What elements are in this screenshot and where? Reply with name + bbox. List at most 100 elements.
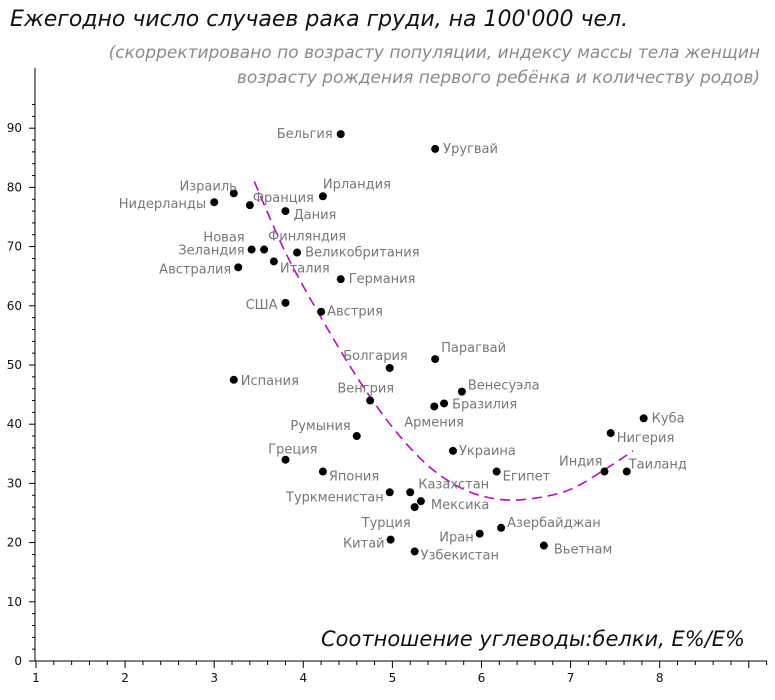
- data-point: [600, 467, 609, 476]
- x-tick-label: 4: [299, 671, 307, 685]
- point-label: Новая Зеландия: [178, 231, 244, 259]
- y-tick-label: 90: [7, 121, 22, 135]
- data-point: [318, 467, 327, 476]
- chart-subtitle-line2: возрасту рождения первого ребёнка и коли…: [237, 68, 760, 88]
- point-label: Казахстан: [418, 477, 489, 492]
- data-point: [431, 144, 440, 153]
- data-point: [606, 429, 615, 438]
- x-axis-label: Соотношение углеводы:белки, E%/E%: [321, 627, 745, 651]
- point-label: Италия: [280, 261, 330, 276]
- data-point: [539, 541, 548, 550]
- data-point: [639, 414, 648, 423]
- point-label: Нидерланды: [119, 197, 207, 212]
- data-point: [318, 192, 327, 201]
- x-tick-label: 7: [567, 671, 575, 685]
- y-tick-label: 80: [7, 180, 22, 194]
- point-label: Бельгия: [277, 127, 333, 142]
- point-label: Уругвай: [443, 142, 498, 157]
- data-point: [269, 257, 278, 266]
- data-point: [431, 355, 440, 364]
- data-point: [281, 298, 290, 307]
- trend-layer: [253, 181, 634, 501]
- data-point: [385, 488, 394, 497]
- point-label: Узбекистан: [421, 548, 499, 563]
- data-point: [336, 275, 345, 284]
- data-point: [336, 130, 345, 139]
- data-point: [410, 503, 419, 512]
- y-tick-label: 20: [7, 536, 22, 550]
- data-point: [497, 523, 506, 532]
- data-point: [440, 399, 449, 408]
- point-label: Франция: [253, 191, 314, 206]
- x-tick-label: 6: [478, 671, 486, 685]
- point-label: Германия: [349, 272, 416, 287]
- y-tick-label: 60: [7, 299, 22, 313]
- point-label: Венесуэла: [468, 379, 540, 394]
- data-point: [293, 248, 302, 257]
- data-point: [457, 387, 466, 396]
- point-label: Таиланд: [628, 458, 687, 473]
- data-point: [385, 363, 394, 372]
- point-label: Финляндия: [268, 230, 346, 245]
- x-tick-label: 1: [32, 671, 40, 685]
- y-tick-label: 30: [7, 476, 22, 490]
- point-label: Румыния: [290, 419, 350, 434]
- x-tick-label: 8: [656, 671, 664, 685]
- point-label: Бразилия: [452, 397, 517, 412]
- data-point: [247, 245, 256, 254]
- point-label: Греция: [268, 443, 317, 458]
- point-label: Австрия: [327, 305, 383, 320]
- data-point: [317, 307, 326, 316]
- data-point: [430, 402, 439, 411]
- data-point: [245, 201, 254, 210]
- point-label: Венгрия: [337, 382, 394, 397]
- y-tick-label: 50: [7, 358, 22, 372]
- point-label: Израиль: [180, 179, 237, 194]
- point-label: Азербайджан: [507, 516, 601, 531]
- point-label: Украина: [459, 444, 516, 459]
- x-tick-label: 3: [210, 671, 218, 685]
- data-point: [229, 189, 238, 198]
- point-label: Испания: [241, 374, 299, 389]
- trend-curve: [253, 181, 634, 501]
- point-label: Китай: [343, 537, 385, 552]
- chart-subtitle-line1: (скорректировано по возрасту популяции, …: [109, 43, 760, 63]
- point-label: Болгария: [343, 349, 408, 364]
- point-label: Турция: [361, 516, 411, 531]
- data-point: [229, 375, 238, 384]
- point-label: Великобритания: [305, 246, 420, 261]
- data-point: [410, 547, 419, 556]
- data-point: [281, 207, 290, 216]
- data-point: [352, 432, 361, 441]
- point-label: Армения: [404, 415, 464, 430]
- data-point: [234, 263, 243, 272]
- chart-title: Ежегодно число случаев рака груди, на 10…: [10, 7, 628, 32]
- point-label: Австралия: [159, 262, 231, 277]
- data-point: [475, 529, 484, 538]
- x-tick-label: 2: [121, 671, 129, 685]
- y-tick-label: 70: [7, 240, 22, 254]
- point-label: Ирландия: [323, 177, 391, 192]
- data-point: [366, 396, 375, 405]
- data-point: [622, 467, 631, 476]
- data-point: [416, 497, 425, 506]
- point-label: Иран: [439, 531, 473, 546]
- data-point: [448, 446, 457, 455]
- point-label: Египет: [503, 470, 551, 485]
- point-label: Япония: [329, 470, 379, 485]
- y-tick-label: 40: [7, 417, 22, 431]
- point-label: США: [246, 298, 278, 313]
- point-label: Вьетнам: [554, 543, 612, 558]
- point-label: Мексика: [431, 498, 489, 513]
- point-label: Куба: [652, 411, 685, 426]
- data-point: [386, 535, 395, 544]
- data-point: [281, 455, 290, 464]
- point-label: Парагвай: [441, 341, 506, 356]
- data-point: [406, 488, 415, 497]
- data-point: [210, 198, 219, 207]
- point-label: Индия: [559, 455, 602, 470]
- data-point: [492, 467, 501, 476]
- point-label: Дания: [293, 208, 336, 223]
- x-tick-label: 5: [389, 671, 397, 685]
